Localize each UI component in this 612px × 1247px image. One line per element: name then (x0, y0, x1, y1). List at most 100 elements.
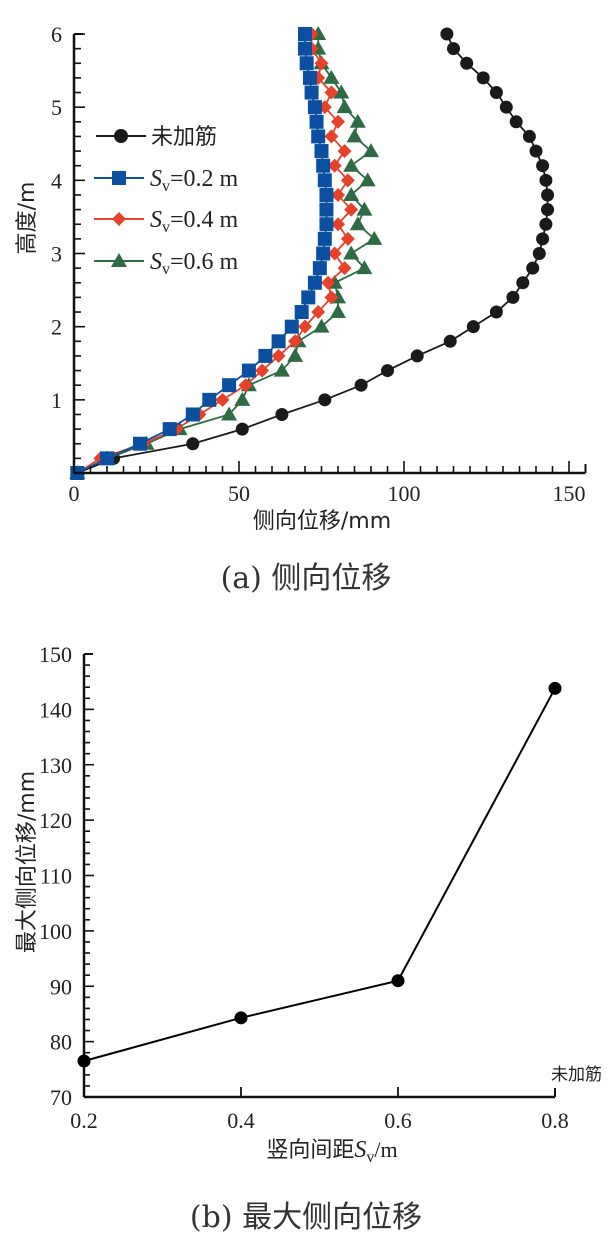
data-point-square (314, 144, 329, 159)
data-point-diamond (337, 144, 352, 159)
data-point-triangle (346, 128, 363, 143)
data-point-diamond (331, 217, 345, 232)
x-tick-label: 0.8 (541, 1108, 569, 1133)
plot-area-b (77, 681, 562, 1068)
legend-label: Sv=0.2 m (150, 166, 239, 195)
data-point-square (317, 173, 332, 188)
data-point-circle (77, 1054, 91, 1068)
caption-b: (b) 最大侧向位移 (190, 1200, 422, 1235)
data-point-diamond (340, 173, 355, 188)
legend-label-var: S (150, 166, 162, 192)
data-point-circle (541, 203, 555, 217)
x-tick-label: 0.2 (70, 1108, 98, 1133)
y-tick-label: 6 (51, 22, 62, 47)
data-point-circle (447, 42, 460, 56)
data-point-square (311, 129, 326, 144)
data-point-triangle (336, 99, 353, 114)
plot-area-a (69, 26, 555, 480)
data-point-square (316, 246, 331, 261)
data-point-triangle (330, 304, 346, 319)
tick-labels-a: 0 50 100 150 1 2 3 4 5 6 (51, 22, 586, 506)
y-tick-label: 150 (39, 642, 72, 667)
y-tick-label: 90 (50, 974, 72, 999)
data-point-diamond (321, 275, 336, 290)
x-axis-title-text: 竖向间距 (266, 1138, 354, 1163)
data-point-circle (529, 144, 543, 158)
data-point-circle (509, 115, 523, 129)
y-tick-label: 140 (39, 697, 72, 722)
data-point-circle (489, 86, 503, 100)
axes-b (82, 653, 556, 1099)
data-point-diamond (215, 392, 230, 407)
data-point-square (319, 217, 334, 232)
data-point-triangle (323, 69, 340, 84)
data-point-diamond (327, 246, 342, 261)
data-point-triangle (349, 216, 366, 231)
data-point-diamond (271, 348, 286, 363)
y-tick-label: 3 (51, 242, 62, 267)
data-point-triangle (363, 143, 379, 158)
y-tick-label: 70 (50, 1085, 72, 1110)
data-point-square (271, 334, 286, 349)
data-point-diamond (340, 231, 355, 246)
data-point-circle (541, 188, 555, 202)
y-tick-label: 110 (40, 864, 72, 889)
legend-item-unreinforced: 未加筋 (96, 125, 217, 150)
x-axis-title-unit: /m (374, 1137, 397, 1162)
data-point-square (307, 100, 322, 115)
data-point-triangle (356, 260, 373, 275)
x-axis-title-a: 侧向位移/mm (253, 509, 391, 534)
y-axis-title-b: 最大侧向位移/mm (15, 771, 40, 953)
data-point-circle (522, 129, 536, 143)
data-point-circle (443, 334, 457, 348)
data-point-diamond (288, 334, 303, 349)
axes-a (72, 33, 587, 475)
y-tick-label: 130 (39, 753, 72, 778)
x-tick-label: 0 (69, 481, 80, 506)
data-point-square (301, 290, 316, 305)
tick-labels-b: 0.2 0.4 0.6 0.8 70 80 90 100 110 120 130 140 150 (39, 642, 569, 1133)
data-point-square (319, 202, 334, 217)
data-point-circle (499, 100, 513, 114)
legend-item-sv-0-4: Sv=0.4 m (94, 207, 239, 236)
legend-square-icon (112, 171, 126, 185)
data-point-square (302, 70, 317, 85)
legend-diamond-icon (112, 212, 126, 226)
y-axis-title-a: 高度/m (15, 182, 40, 255)
legend-circle-icon (114, 129, 128, 143)
data-point-circle (318, 393, 332, 407)
data-point-diamond (324, 85, 339, 100)
data-point-diamond (255, 363, 270, 378)
data-point-circle (506, 290, 520, 304)
data-point-square (202, 392, 217, 407)
data-point-square (307, 275, 322, 290)
x-axis-title-sub: v (366, 1149, 374, 1166)
legend-label-sub: v (162, 219, 170, 236)
legend-label-value: =0.6 m (170, 249, 239, 275)
y-tick-label: 120 (39, 808, 72, 833)
data-point-square (316, 158, 331, 173)
data-point-triangle (356, 201, 373, 216)
data-point-circle (275, 407, 289, 421)
data-point-square (319, 187, 334, 202)
data-point-square (317, 231, 332, 246)
data-point-triangle (343, 186, 360, 201)
legend-label: Sv=0.4 m (150, 207, 239, 236)
data-point-square (241, 363, 256, 378)
data-point-square (309, 114, 324, 129)
y-tick-label: 5 (51, 95, 62, 120)
data-point-circle (489, 305, 503, 319)
data-point-square (100, 451, 114, 466)
data-point-square (299, 56, 314, 71)
legend-label-sub: v (162, 178, 170, 195)
data-point-diamond (331, 114, 345, 129)
data-point-triangle (333, 84, 350, 99)
data-point-circle (539, 217, 553, 231)
chart-max-lateral-displacement: 0.2 0.4 0.6 0.8 70 80 90 100 110 120 130 140 150 未加筋… (15, 642, 602, 1235)
data-point-diamond (298, 319, 312, 334)
y-tick-label: 80 (50, 1030, 72, 1055)
data-point-circle (354, 378, 368, 392)
data-point-square (222, 378, 237, 393)
x-tick-label: 0.4 (227, 1108, 255, 1133)
